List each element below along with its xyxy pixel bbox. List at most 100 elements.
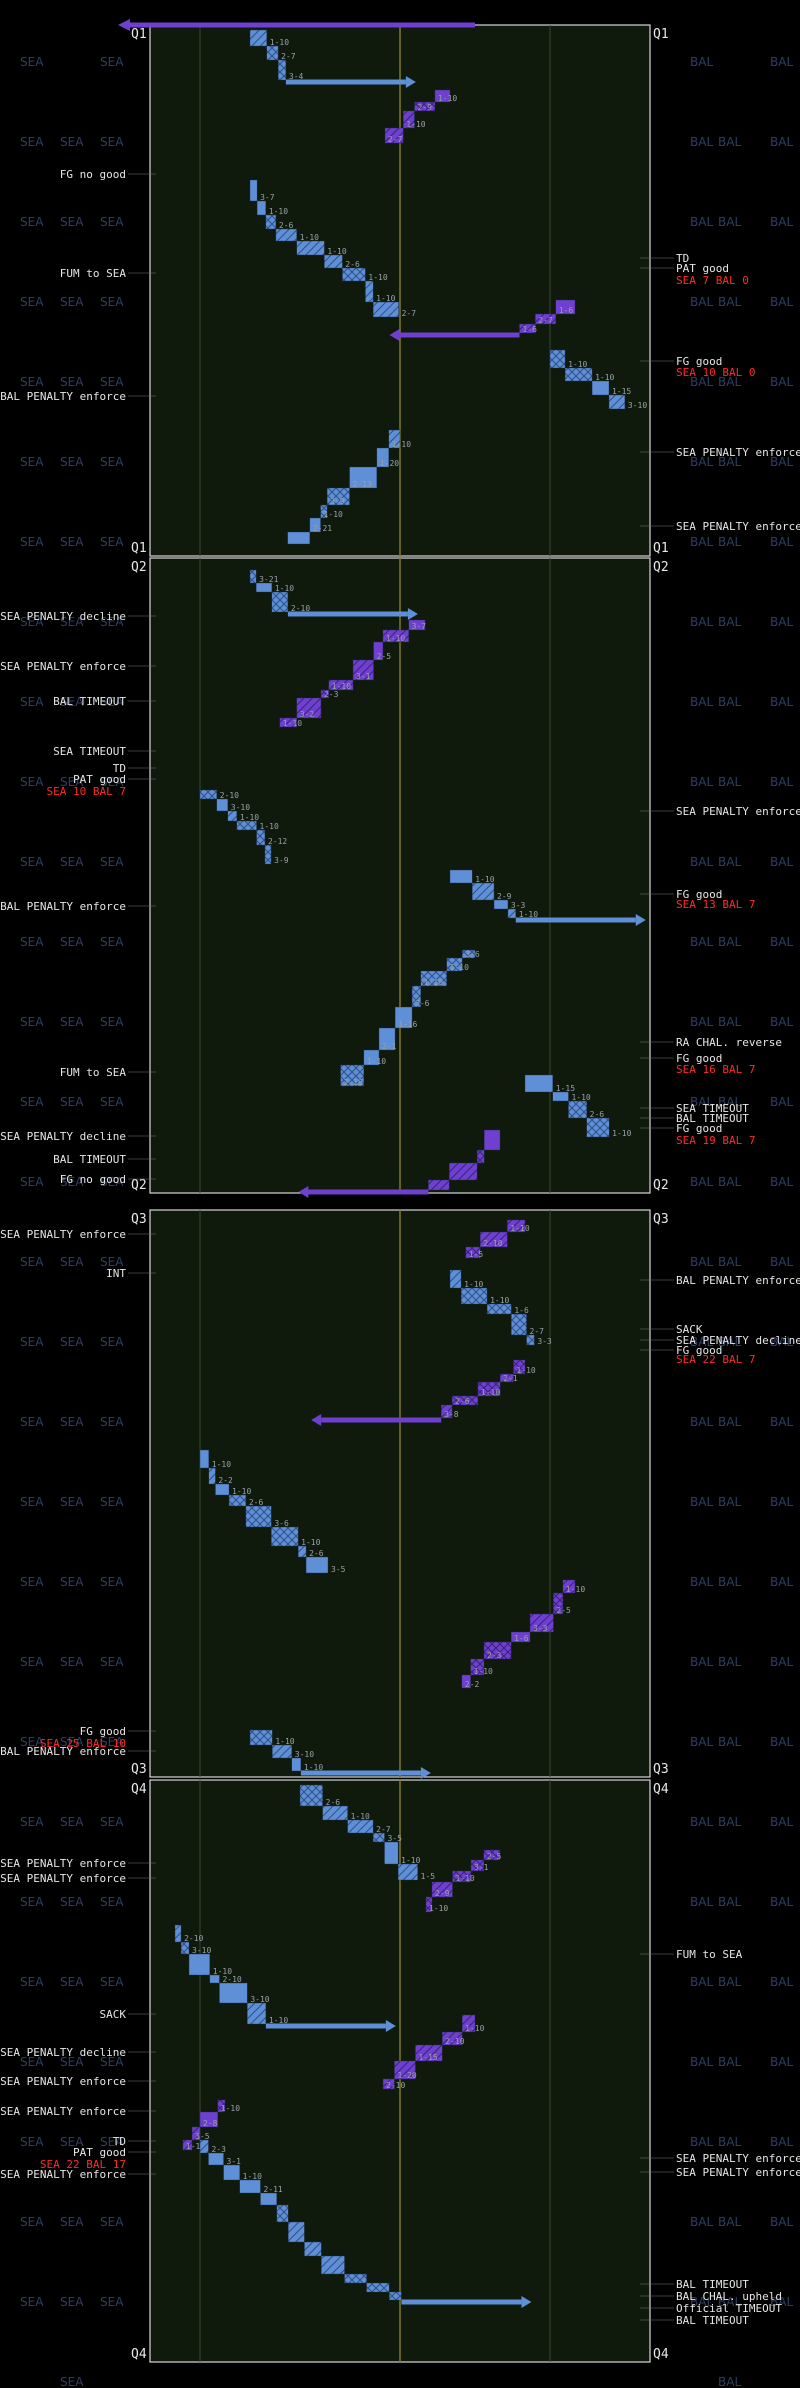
play-bar — [199, 2111, 218, 2128]
watermark-right: BAL — [718, 2055, 741, 2069]
event-label-right: BAL TIMEOUT — [676, 2278, 749, 2291]
watermark-left: SEA — [60, 935, 84, 949]
play-bar — [470, 1658, 485, 1676]
down-distance-label: 3-5 — [387, 1834, 402, 1843]
down-distance-label: 2-6 — [249, 1498, 264, 1507]
event-label-left: SEA PENALTY enforce — [0, 1857, 126, 1870]
watermark-right: BAL — [718, 1335, 741, 1349]
watermark-left: SEA — [100, 695, 124, 709]
event-label-right: SEA PENALTY enforce — [676, 805, 800, 818]
play-bar — [431, 1881, 453, 1898]
down-distance-label: 2-10 — [291, 604, 310, 613]
down-distance-label: 2-16 — [344, 1078, 363, 1087]
watermark-left: SEA — [100, 1415, 124, 1429]
event-label-right: BAL CHAL. upheld — [676, 2290, 782, 2303]
play-bar — [526, 1334, 535, 1346]
watermark-right: BAL — [690, 1655, 713, 1669]
watermark-left: SEA — [20, 1015, 44, 1029]
watermark-left: SEA — [60, 2055, 84, 2069]
watermark-left: SEA — [60, 1575, 84, 1589]
down-distance-label: 1-10 — [464, 1280, 483, 1289]
event-label-left: FG good — [80, 1725, 126, 1738]
field-panels: Q1 Q1 Q1 Q1 Q2 Q2 Q2 Q2 Q3 Q3 Q3 Q3 Q4 Q4 Q4 Q4 — [131, 24, 669, 2363]
watermark-right: BAL — [770, 615, 793, 629]
watermark-left: SEA — [60, 775, 84, 789]
down-distance-label: 2-6 — [590, 1110, 605, 1119]
watermark-right: BAL — [690, 2215, 713, 2229]
play-bar — [415, 2044, 443, 2062]
arrow-head — [635, 914, 646, 926]
watermark-right: BAL — [770, 2135, 793, 2149]
down-distance-label: 2-10 — [184, 1934, 203, 1943]
watermark-right: BAL — [718, 2215, 741, 2229]
event-label-right: PAT good — [676, 262, 729, 275]
down-distance-label: 1-5 — [421, 1872, 436, 1881]
play-bar — [420, 970, 447, 987]
watermark-left: SEA — [100, 135, 124, 149]
play-bar — [411, 985, 421, 1008]
watermark-left: SEA — [60, 1735, 84, 1749]
play-bar — [493, 899, 509, 910]
watermark-left: SEA — [100, 1335, 124, 1349]
play-bar — [511, 1313, 527, 1336]
event-label-right: TD — [676, 252, 689, 265]
play-bar — [372, 1832, 385, 1843]
play-bar — [452, 1870, 472, 1883]
down-distance-label: 1-10 — [429, 1904, 448, 1913]
play-bar — [219, 1982, 248, 2004]
play-bar — [328, 679, 354, 691]
watermark-left: SEA — [20, 935, 44, 949]
play-bar — [524, 1074, 553, 1093]
watermark-left: SEA — [60, 1175, 84, 1189]
play-bar — [586, 1117, 610, 1138]
down-distance-label: 3-9 — [330, 497, 345, 506]
watermark-left: SEA — [100, 1175, 124, 1189]
play-bar — [591, 380, 610, 396]
event-label-right: BAL TIMEOUT — [676, 2314, 749, 2327]
watermark-right: BAL — [690, 455, 713, 469]
watermark-left: SEA — [20, 375, 44, 389]
arrow-head — [420, 1767, 431, 1779]
play-bar — [276, 2204, 289, 2223]
down-distance-label: 3-10 — [231, 803, 250, 812]
down-distance-label: 2-7 — [281, 52, 296, 61]
down-distance-label: 1-10 — [243, 2172, 262, 2181]
down-distance-label: 3-1 — [356, 672, 371, 681]
watermark-right: BAL — [770, 935, 793, 949]
watermark-left: SEA — [60, 855, 84, 869]
down-distance-label: 1-10 — [186, 2142, 205, 2151]
event-label-left: SACK — [100, 2008, 127, 2021]
down-distance-label: 2-10 — [222, 1975, 241, 1984]
score-label: SEA 16 BAL 7 — [676, 1063, 755, 1076]
event-label-right: SEA PENALTY decline — [676, 1334, 800, 1347]
watermark-right: BAL — [718, 1975, 741, 1989]
down-distance-label: 3-6 — [274, 1519, 289, 1528]
watermark-right: BAL — [718, 1655, 741, 1669]
event-label-right: SEA TIMEOUT — [676, 1102, 749, 1115]
down-distance-label: 3-3 — [537, 1337, 552, 1346]
down-distance-label: 3-3 — [511, 901, 526, 910]
down-distance-label: 2-12 — [268, 837, 287, 846]
play-bar — [382, 2078, 395, 2090]
play-bar — [428, 1179, 450, 1191]
down-distance-label: 1-10 — [392, 440, 411, 449]
down-distance-label: 3-10 — [628, 401, 647, 410]
watermark-left: SEA — [60, 1255, 84, 1269]
down-distance-label: 1-10 — [304, 1763, 323, 1772]
play-bar — [461, 2014, 476, 2033]
down-distance-label: 1-10 — [612, 1129, 631, 1138]
down-distance-label: 1-10 — [275, 1737, 294, 1746]
arrow-head — [298, 1186, 309, 1198]
event-label-right: FG good — [676, 1052, 722, 1065]
play-bar — [227, 810, 238, 822]
arrow-head — [407, 608, 418, 620]
down-distance-label: 2-11 — [263, 2185, 282, 2194]
down-distance-label: 3-7 — [260, 193, 275, 202]
down-distance-label: 2-7 — [402, 309, 417, 318]
down-distance-label: 1-10 — [260, 822, 279, 831]
quarter-end-label-right: Q1 — [653, 541, 669, 556]
event-label-left: BAL TIMEOUT — [53, 1153, 126, 1166]
down-distance-label: 3-10 — [250, 1995, 269, 2004]
score-label: SEA 25 BAL 10 — [40, 1737, 126, 1750]
